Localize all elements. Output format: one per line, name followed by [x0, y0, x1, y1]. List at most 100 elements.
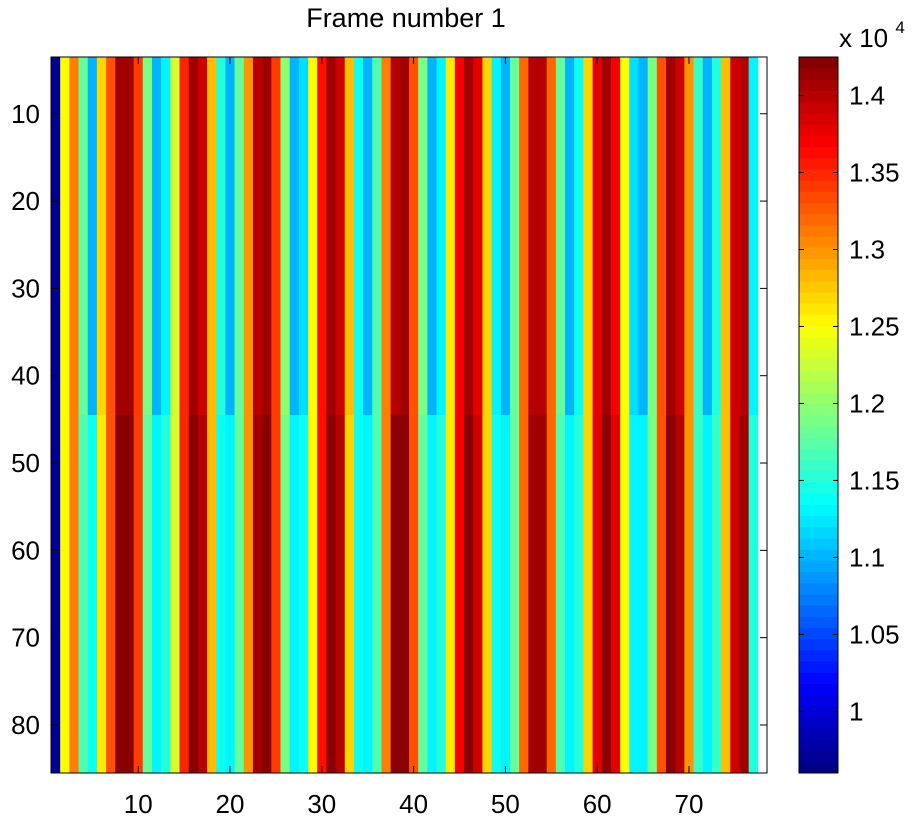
heat-cell [87, 57, 98, 415]
heat-cell [647, 57, 658, 415]
heat-cell [409, 415, 419, 773]
colorbar [799, 57, 838, 774]
heat-cell [142, 415, 153, 773]
heat-cell [592, 57, 603, 415]
colorbar-band [799, 191, 838, 203]
heat-cell [207, 57, 217, 415]
colorbar-band [799, 124, 838, 136]
heat-cell [179, 57, 190, 415]
heat-cell [454, 415, 465, 773]
heat-cell [106, 57, 116, 415]
heat-cell [528, 415, 538, 773]
heat-cell [427, 415, 437, 773]
y-tick-label: 10 [11, 99, 40, 129]
heat-cell [684, 415, 694, 773]
heat-cell [684, 57, 694, 415]
heat-cell [381, 57, 392, 415]
heat-cell [179, 415, 190, 773]
colorbar-band [799, 638, 838, 651]
heat-cell [629, 415, 639, 773]
colorbar-band [799, 705, 838, 718]
heat-cell [583, 415, 593, 773]
colorbar-band [799, 224, 838, 237]
heat-cell [418, 415, 428, 773]
heat-cell [142, 57, 153, 415]
x-axis: 10 20 30 40 50 60 70 [124, 57, 703, 819]
colorbar-band [799, 336, 838, 349]
heat-cell [739, 415, 750, 773]
heat-cell [51, 57, 61, 415]
colorbar-band [799, 392, 838, 405]
colorbar-band [799, 739, 838, 752]
y-tick-label: 60 [11, 535, 40, 565]
heat-cell [399, 415, 410, 773]
colorbar-band [799, 213, 838, 226]
heat-cell [243, 57, 254, 415]
heat-cell [519, 415, 529, 773]
colorbar-band [799, 582, 838, 595]
heat-cell [234, 57, 245, 415]
heat-cell [262, 415, 272, 773]
colorbar-band [799, 269, 838, 282]
heat-cell [638, 415, 649, 773]
colorbar-band [799, 168, 838, 181]
heatmap-cells [51, 57, 759, 773]
colorbar-band [799, 649, 838, 662]
colorbar-band [799, 325, 838, 338]
heat-cell [161, 57, 171, 415]
colorbar-band [799, 403, 838, 416]
colorbar-band [799, 538, 838, 550]
chart-title: Frame number 1 [306, 3, 506, 33]
heat-cell [106, 415, 116, 773]
colorbar-band [799, 616, 838, 629]
colorbar-band [799, 79, 838, 92]
heat-cell [620, 415, 630, 773]
colorbar-band [799, 347, 838, 360]
colorbar-band [799, 504, 838, 517]
heat-cell [271, 57, 281, 415]
heat-cell [326, 415, 336, 773]
heat-cell [721, 415, 731, 773]
colorbar-band [799, 247, 838, 259]
heat-cell [675, 57, 685, 415]
heat-cell [170, 57, 180, 415]
colorbar-band [799, 549, 838, 561]
heat-cell [464, 57, 474, 415]
colorbar-band [799, 180, 838, 192]
x-tick-label: 20 [216, 789, 245, 819]
colorbar-band [799, 258, 838, 271]
colorbar-band [799, 448, 838, 461]
heat-cell [252, 415, 263, 773]
heat-cell [344, 415, 355, 773]
heat-cell [372, 415, 382, 773]
heat-cell [436, 57, 447, 415]
heat-cell [610, 57, 621, 415]
colorbar-band [799, 672, 838, 684]
heat-cell [252, 57, 263, 415]
plot-frame [50, 56, 768, 774]
heat-cell [207, 415, 217, 773]
heat-cell [464, 415, 474, 773]
colorbar-band [799, 627, 838, 640]
heat-cell [326, 57, 336, 415]
heat-cell [491, 415, 502, 773]
heat-cell [298, 415, 309, 773]
heat-cell [601, 57, 612, 415]
colorbar-band [799, 761, 838, 774]
heat-cell [509, 57, 520, 415]
colorbar-band [799, 314, 838, 326]
y-tick-label: 40 [11, 361, 40, 391]
heat-cell [445, 57, 456, 415]
heat-cell [730, 57, 740, 415]
heat-cell [344, 57, 355, 415]
heat-cell [647, 415, 658, 773]
heat-cell [197, 57, 208, 415]
colorbar-band [799, 437, 838, 450]
heat-cell [115, 57, 125, 415]
colorbar-band [799, 146, 838, 159]
heat-cell [78, 415, 89, 773]
heat-cell [491, 57, 502, 415]
heat-cell [124, 57, 135, 415]
heat-cell [69, 415, 79, 773]
colorbar-band [799, 571, 838, 584]
